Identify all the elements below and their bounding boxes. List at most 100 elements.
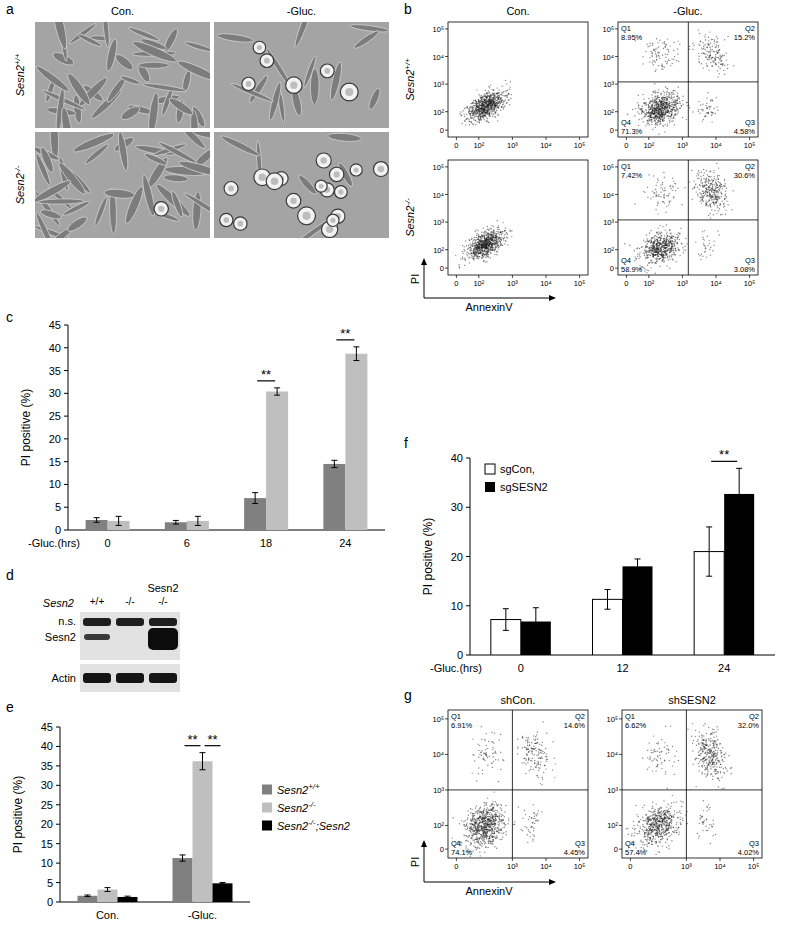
event-dot (469, 119, 470, 120)
y-tick (445, 28, 448, 29)
event-dot (488, 99, 489, 100)
event-dot (488, 105, 489, 106)
event-dot (495, 116, 496, 117)
event-dot (654, 108, 655, 109)
x-tick (626, 137, 627, 140)
round-cell-core (334, 171, 340, 177)
event-dot (667, 125, 668, 126)
event-dot (665, 107, 666, 108)
event-dot (652, 111, 653, 112)
cell (352, 29, 380, 51)
event-dot (460, 111, 461, 112)
event-dot (485, 101, 486, 102)
event-dot (724, 39, 725, 40)
event-dot (668, 111, 669, 112)
event-dot (506, 103, 507, 104)
event-dot (674, 56, 675, 57)
event-dot (653, 117, 654, 118)
event-dot (479, 102, 480, 103)
event-dot (504, 101, 505, 102)
event-dot (670, 109, 671, 110)
event-dot (672, 97, 673, 98)
event-dot (655, 62, 656, 63)
event-dot (672, 108, 673, 109)
event-dot (672, 90, 673, 91)
event-dot (477, 110, 478, 111)
event-dot (675, 104, 676, 105)
event-dot (479, 101, 480, 102)
event-dot (666, 103, 667, 104)
event-dot (664, 114, 665, 115)
event-dot (485, 103, 486, 104)
event-dot (669, 97, 670, 98)
event-dot (486, 105, 487, 106)
event-dot (667, 111, 668, 112)
event-dot (657, 42, 658, 43)
event-dot (500, 103, 501, 104)
event-dot (649, 118, 650, 119)
event-dot (488, 101, 489, 102)
event-dot (656, 92, 657, 93)
event-dot (478, 106, 479, 107)
event-dot (644, 111, 645, 112)
event-dot (494, 105, 495, 106)
event-dot (483, 106, 484, 107)
event-dot (706, 107, 707, 108)
event-dot (655, 110, 656, 111)
event-dot (716, 44, 717, 45)
event-dot (491, 108, 492, 109)
event-dot (660, 107, 661, 108)
event-dot (677, 48, 678, 49)
event-dot (672, 92, 673, 93)
event-dot (660, 119, 661, 120)
event-dot (660, 117, 661, 118)
event-dot (718, 45, 719, 46)
event-dot (664, 101, 665, 102)
event-dot (488, 108, 489, 109)
event-dot (479, 119, 480, 120)
event-dot (640, 109, 641, 110)
event-dot (665, 106, 666, 107)
event-dot (487, 118, 488, 119)
event-dot (498, 99, 499, 100)
event-dot (653, 117, 654, 118)
event-dot (654, 108, 655, 109)
event-dot (483, 108, 484, 109)
event-dot (648, 119, 649, 120)
event-dot (663, 101, 664, 102)
event-dot (658, 120, 659, 121)
event-dot (649, 115, 650, 116)
event-dot (488, 109, 489, 110)
event-dot (667, 108, 668, 109)
event-dot (490, 101, 491, 102)
event-dot (501, 107, 502, 108)
event-dot (487, 96, 488, 97)
event-dot (655, 115, 656, 116)
event-dot (485, 103, 486, 104)
event-dot (487, 106, 488, 107)
event-dot (660, 92, 661, 93)
event-dot (480, 111, 481, 112)
event-dot (498, 115, 499, 116)
event-dot (650, 116, 651, 117)
event-dot (651, 112, 652, 113)
event-dot (654, 99, 655, 100)
event-dot (642, 63, 643, 64)
event-dot (660, 105, 661, 106)
event-dot (668, 51, 669, 52)
x-tick-label: 10⁴ (540, 141, 552, 150)
event-dot (483, 106, 484, 107)
event-dot (673, 117, 674, 118)
event-dot (671, 114, 672, 115)
event-dot (484, 108, 485, 109)
event-dot (707, 58, 708, 59)
event-dot (485, 95, 486, 96)
event-dot (666, 107, 667, 108)
event-dot (484, 100, 485, 101)
event-dot (657, 110, 658, 111)
event-dot (478, 99, 479, 100)
event-dot (675, 113, 676, 114)
event-dot (497, 98, 498, 99)
event-dot (496, 97, 497, 98)
event-dot (476, 101, 477, 102)
